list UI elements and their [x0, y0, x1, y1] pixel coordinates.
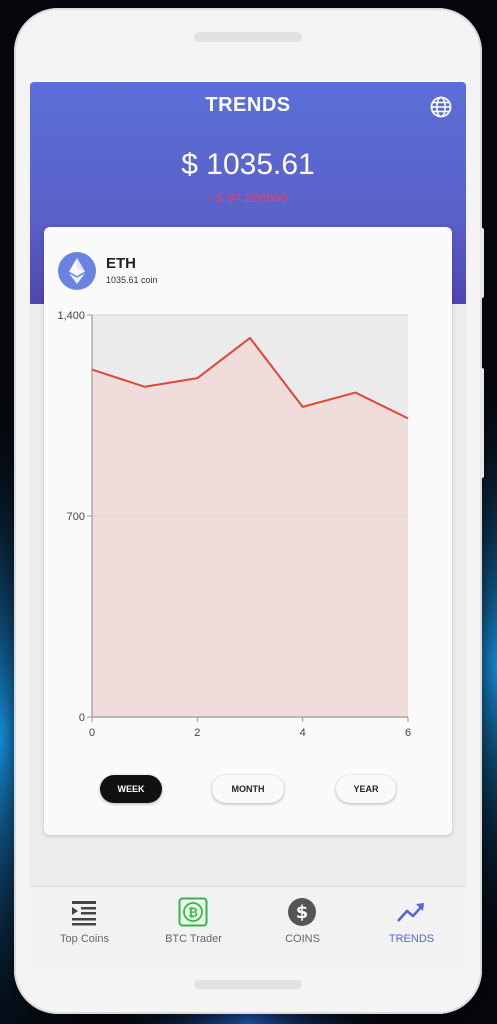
power-button: [480, 228, 484, 298]
x-tick-label: 6: [405, 727, 411, 739]
coin-card: ETH 1035.61 coin 0 700 1,400 0 2 4 6 WEEK MONT…: [44, 227, 452, 835]
x-tick-label: 4: [300, 727, 306, 739]
app-screen: TRENDS $ 1035.61 - $ 94.288669 ETH 1035.…: [30, 82, 466, 972]
phone-frame: TRENDS $ 1035.61 - $ 94.288669 ETH 1035.…: [14, 8, 484, 1014]
nav-label-coins: COINS: [285, 933, 320, 945]
nav-label-btc-trader: BTC Trader: [165, 933, 222, 945]
price-chart: 0 700 1,400 0 2 4 6: [57, 310, 411, 739]
list-icon: [72, 901, 96, 926]
ethereum-icon: [58, 252, 96, 290]
series-line: [91, 336, 409, 420]
nav-item-top-coins[interactable]: Top Coins: [30, 887, 139, 972]
y-tick-label: 700: [67, 511, 85, 523]
volume-button: [480, 368, 484, 478]
coin-amount: 1035.61 coin: [106, 275, 158, 285]
trending-up-icon: [397, 903, 424, 922]
page-title: TRENDS: [205, 94, 291, 116]
svg-text:₿: ₿: [188, 906, 198, 920]
svg-text:$: $: [296, 902, 309, 923]
dollar-icon: $: [288, 898, 316, 926]
area-fill: [92, 337, 408, 717]
home-indicator: [194, 980, 302, 989]
week-button[interactable]: WEEK: [100, 775, 162, 803]
nav-item-btc-trader[interactable]: ₿ BTC Trader: [139, 887, 248, 972]
nav-label-top-coins: Top Coins: [60, 933, 109, 945]
year-button[interactable]: YEAR: [336, 775, 396, 803]
nav-label-trends: TRENDS: [388, 933, 435, 945]
price-change: - $ 94.288669: [207, 190, 289, 205]
globe-icon[interactable]: [429, 95, 453, 119]
x-tick-label: 2: [194, 727, 200, 739]
speaker-grille: [194, 32, 302, 42]
total-price: $ 1035.61: [181, 148, 315, 181]
nav-item-coins[interactable]: $ COINS: [248, 887, 357, 972]
coin-name: ETH: [106, 255, 136, 272]
y-tick-label: 1,400: [57, 310, 85, 322]
month-button[interactable]: MONTH: [212, 775, 284, 803]
bottom-navigation: Top Coins ₿ BTC Trader $ COINS: [30, 886, 466, 972]
x-tick-label: 0: [89, 727, 95, 739]
nav-item-trends[interactable]: TRENDS: [357, 887, 466, 972]
y-tick-label: 0: [79, 712, 85, 724]
bitcoin-icon: ₿: [178, 897, 208, 927]
